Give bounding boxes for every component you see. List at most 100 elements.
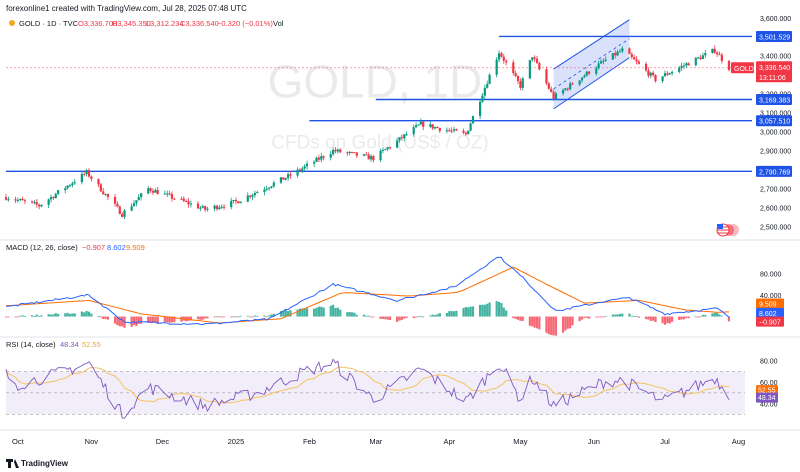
candle-body[interactable]: [711, 48, 714, 54]
candle-body[interactable]: [230, 200, 233, 208]
candle-body[interactable]: [289, 174, 292, 176]
macd-signal-line[interactable]: [5, 266, 730, 324]
candle-body[interactable]: [365, 154, 368, 156]
candle-body[interactable]: [500, 53, 503, 57]
candle-body[interactable]: [400, 137, 403, 139]
candle-body[interactable]: [583, 75, 586, 78]
candle-body[interactable]: [405, 134, 408, 136]
candle-body[interactable]: [270, 186, 273, 188]
candle-body[interactable]: [414, 125, 418, 128]
candle-body[interactable]: [647, 70, 650, 76]
candle-body[interactable]: [286, 174, 290, 179]
candle-body[interactable]: [66, 185, 69, 189]
candle-body[interactable]: [585, 71, 588, 76]
candle-body[interactable]: [436, 127, 439, 129]
candle-body[interactable]: [301, 168, 304, 171]
candle-body[interactable]: [486, 84, 489, 88]
candle-body[interactable]: [246, 195, 249, 202]
candle-body[interactable]: [189, 203, 192, 205]
candle-body[interactable]: [237, 201, 240, 204]
candle-body[interactable]: [298, 169, 302, 171]
candle-body[interactable]: [130, 206, 133, 211]
candle-body[interactable]: [256, 191, 259, 194]
candle-body[interactable]: [694, 57, 697, 66]
candle-body[interactable]: [514, 73, 517, 77]
candle-body[interactable]: [505, 60, 508, 63]
candle-body[interactable]: [599, 61, 603, 64]
candle-body[interactable]: [265, 188, 268, 190]
candle-body[interactable]: [49, 197, 53, 200]
candle-body[interactable]: [215, 205, 219, 210]
candle-body[interactable]: [682, 65, 686, 67]
candle-body[interactable]: [329, 154, 332, 158]
candle-body[interactable]: [483, 87, 486, 96]
candle-body[interactable]: [701, 55, 705, 60]
candle-body[interactable]: [633, 57, 636, 60]
candle-body[interactable]: [137, 197, 140, 201]
candle-body[interactable]: [561, 90, 565, 94]
candle-body[interactable]: [97, 178, 100, 185]
candle-body[interactable]: [512, 62, 515, 74]
candle-body[interactable]: [332, 149, 335, 155]
candle-body[interactable]: [83, 173, 86, 175]
candle-body[interactable]: [85, 170, 88, 175]
candle-body[interactable]: [102, 191, 105, 195]
candle-body[interactable]: [123, 210, 126, 217]
candle-body[interactable]: [336, 149, 339, 152]
candle-body[interactable]: [550, 88, 553, 92]
candle-body[interactable]: [33, 202, 36, 204]
candle-body[interactable]: [433, 127, 437, 129]
candle-body[interactable]: [222, 206, 226, 208]
candle-body[interactable]: [19, 199, 22, 201]
candle-body[interactable]: [282, 177, 285, 180]
candle-body[interactable]: [481, 95, 484, 102]
candle-body[interactable]: [727, 60, 731, 70]
candle-body[interactable]: [249, 195, 252, 197]
candle-body[interactable]: [652, 72, 655, 76]
candle-body[interactable]: [296, 169, 299, 176]
candle-body[interactable]: [668, 73, 671, 75]
candle-body[interactable]: [147, 188, 150, 194]
candle-body[interactable]: [320, 156, 323, 160]
candle-body[interactable]: [554, 93, 558, 99]
candle-body[interactable]: [687, 63, 690, 66]
candle-body[interactable]: [116, 203, 119, 207]
candle-body[interactable]: [154, 190, 157, 193]
candle-body[interactable]: [185, 200, 188, 202]
candle-body[interactable]: [305, 163, 309, 167]
candle-body[interactable]: [38, 204, 41, 207]
candle-body[interactable]: [348, 152, 351, 154]
candle-body[interactable]: [379, 150, 382, 161]
candle-body[interactable]: [4, 197, 8, 200]
candle-body[interactable]: [614, 53, 617, 56]
candle-body[interactable]: [452, 129, 456, 131]
candle-body[interactable]: [654, 75, 657, 82]
candle-body[interactable]: [521, 78, 524, 88]
candle-body[interactable]: [412, 127, 415, 135]
candle-body[interactable]: [206, 208, 209, 210]
macd-line[interactable]: [5, 256, 730, 326]
candle-body[interactable]: [578, 80, 581, 85]
candle-body[interactable]: [419, 121, 422, 125]
candle-body[interactable]: [149, 188, 152, 191]
candle-body[interactable]: [135, 200, 138, 204]
candle-body[interactable]: [531, 57, 534, 61]
candle-body[interactable]: [284, 178, 287, 180]
candle-body[interactable]: [637, 61, 641, 64]
candle-body[interactable]: [104, 193, 107, 195]
candle-body[interactable]: [334, 149, 337, 152]
candle-body[interactable]: [173, 198, 176, 200]
candle-body[interactable]: [621, 48, 624, 52]
candle-body[interactable]: [303, 166, 306, 169]
candle-body[interactable]: [535, 58, 539, 64]
candle-body[interactable]: [649, 72, 652, 76]
candle-body[interactable]: [545, 69, 548, 84]
rsi-ma-line[interactable]: [5, 366, 730, 404]
candle-body[interactable]: [253, 193, 257, 196]
candle-body[interactable]: [417, 124, 420, 126]
candle-body[interactable]: [168, 193, 171, 195]
candle-body[interactable]: [268, 187, 271, 189]
candle-body[interactable]: [450, 130, 453, 132]
candle-body[interactable]: [469, 123, 472, 131]
